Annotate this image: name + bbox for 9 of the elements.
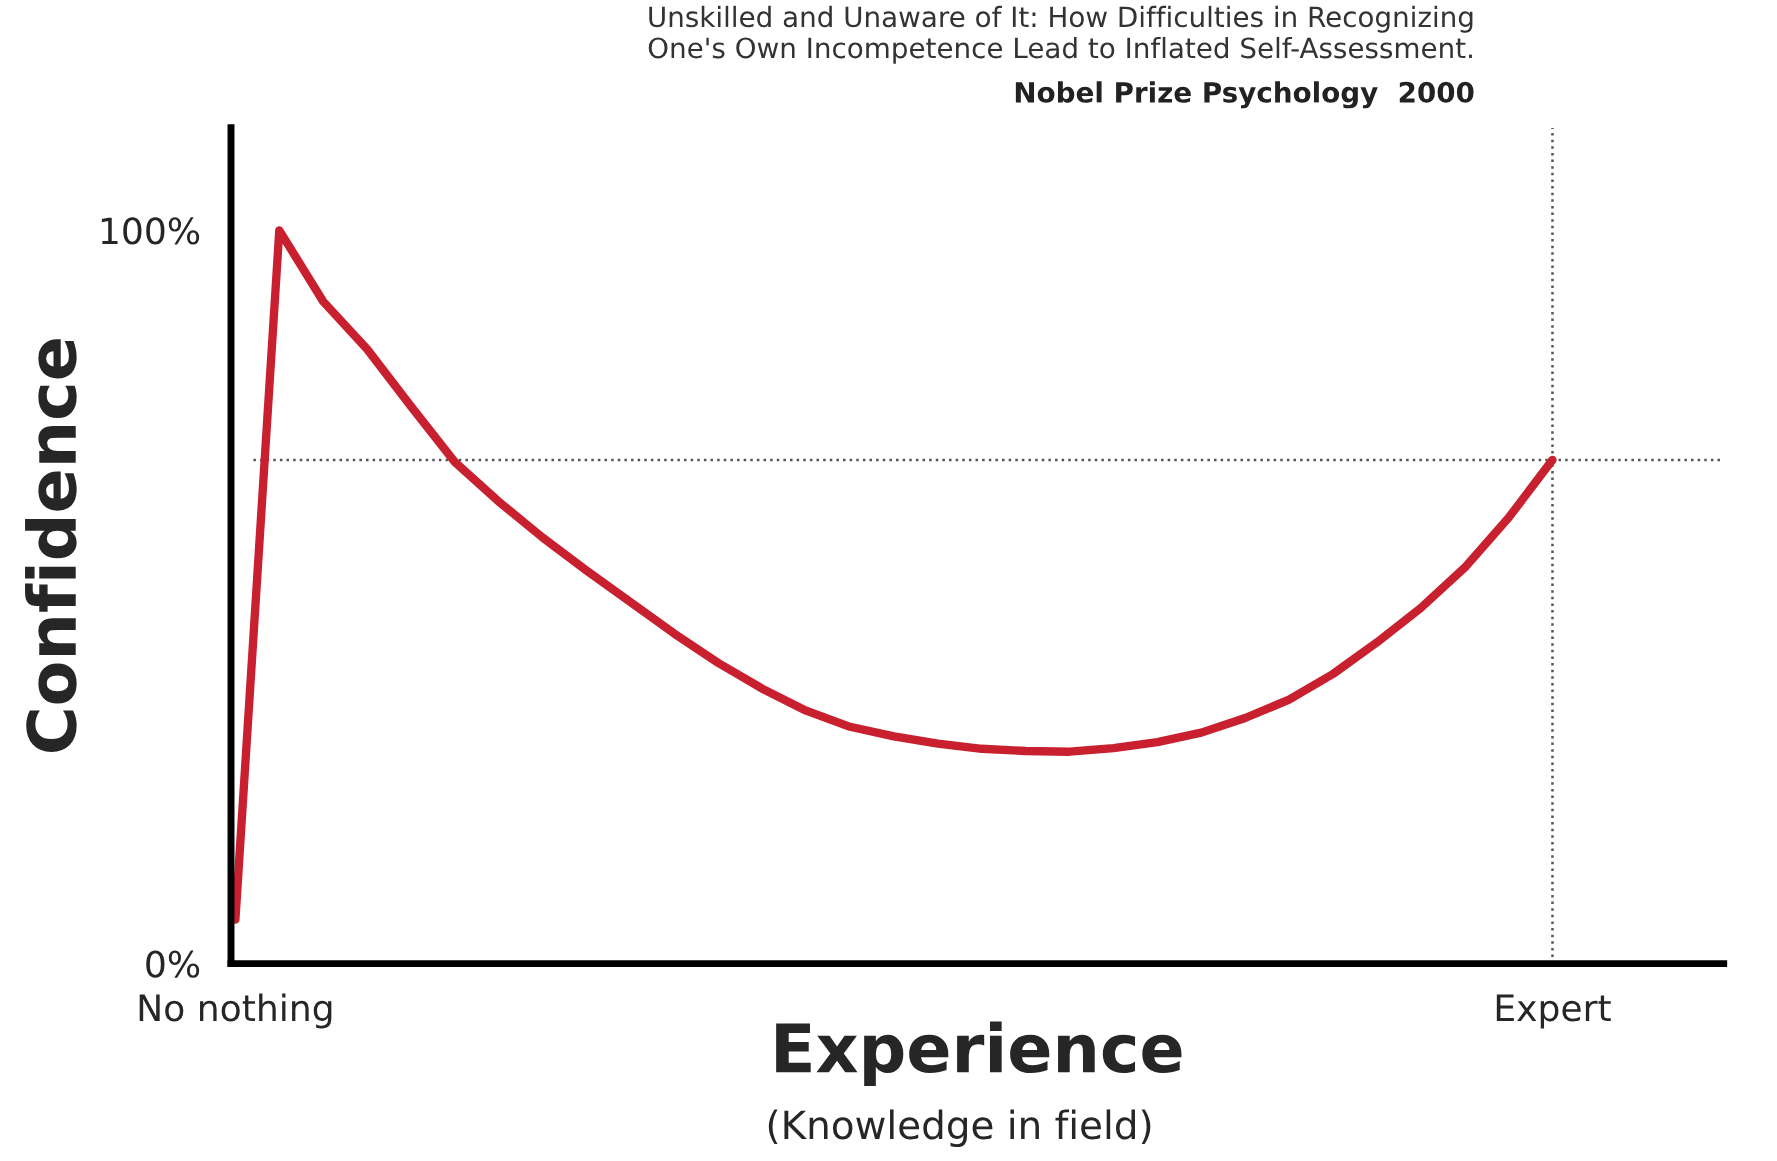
y-tick-label: 100% bbox=[101, 217, 200, 245]
x-tick-label: Expert bbox=[1496, 994, 1611, 1029]
chart-subtitle: Nobel Prize Psychology 2000 bbox=[1015, 81, 1474, 109]
y-tick-label: 0% bbox=[146, 950, 200, 978]
y-axis-title: Confidence bbox=[25, 339, 77, 752]
x-axis-title: Experience bbox=[776, 1021, 1182, 1087]
chart-title: Unskilled and Unaware of It: How Difficulties in Recognizing One's Own Incompetence Lead to Inflated Self-Assessment. bbox=[648, 5, 1473, 64]
text: (Knowledge in field) bbox=[768, 1109, 1151, 1148]
x-tick-label: No nothing bbox=[139, 993, 332, 1029]
